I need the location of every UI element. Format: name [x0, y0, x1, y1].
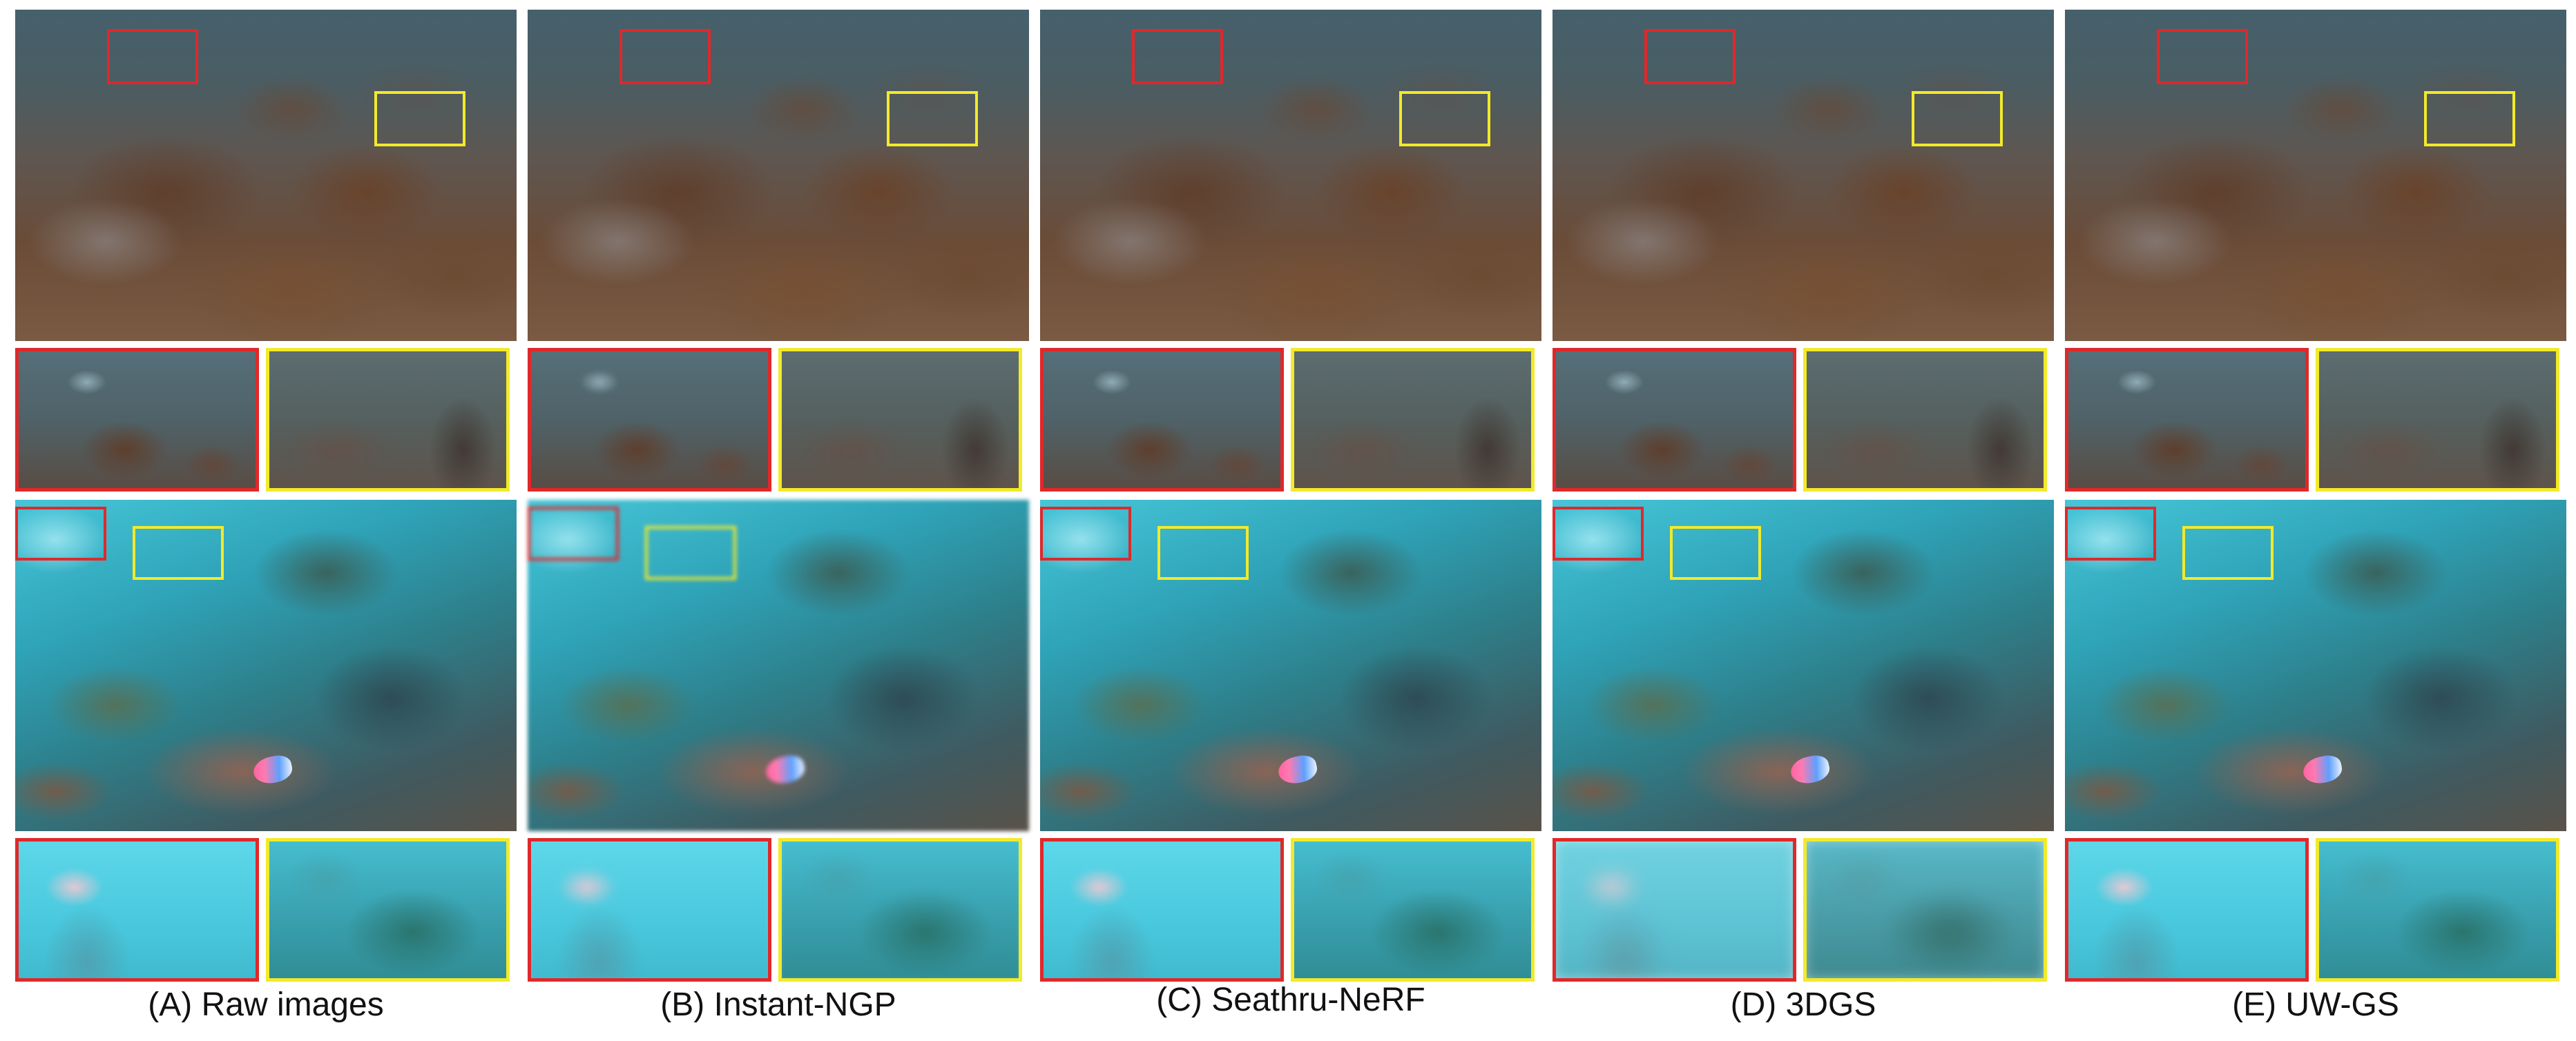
caption-seathru-nerf: (C) Seathru-NeRF — [1156, 982, 1425, 1018]
column-uw-gs — [2065, 10, 2566, 1041]
red-crop-box — [1040, 507, 1131, 561]
coral-red-zoom — [1553, 348, 1796, 492]
red-crop-box — [528, 507, 619, 561]
fish-shape — [2300, 752, 2345, 787]
red-crop-box — [2157, 29, 2248, 84]
reef-yellow-zoom — [266, 838, 510, 982]
column-raw-images — [15, 10, 517, 1041]
coral-yellow-zoom — [1803, 348, 2047, 492]
reef-scene-image — [1040, 500, 1541, 831]
caption-3dgs: (D) 3DGS — [1730, 986, 1876, 1023]
reef-yellow-zoom — [778, 838, 1022, 982]
yellow-crop-box — [1399, 91, 1490, 146]
column-instant-ngp — [528, 10, 1029, 1041]
reef-scene-image — [15, 500, 517, 831]
reef-yellow-zoom — [1291, 838, 1535, 982]
reef-scene-image — [528, 500, 1029, 831]
coral-red-zoom — [2065, 348, 2309, 492]
reef-red-zoom — [1040, 838, 1284, 982]
yellow-crop-box — [2424, 91, 2515, 146]
coral-red-zoom — [1040, 348, 1284, 492]
fish-shape — [1276, 752, 1320, 787]
coral-red-zoom — [15, 348, 259, 492]
reef-yellow-zoom — [2316, 838, 2559, 982]
yellow-crop-box — [2182, 526, 2274, 580]
yellow-crop-box — [645, 526, 736, 580]
column-3dgs — [1553, 10, 2054, 1041]
reef-scene-image — [2065, 500, 2566, 831]
red-crop-box — [619, 29, 711, 84]
red-crop-box — [107, 29, 198, 84]
fish-shape — [251, 752, 295, 787]
reef-scene-image — [1553, 500, 2054, 831]
column-seathru-nerf — [1040, 10, 1541, 1041]
reef-red-zoom — [15, 838, 259, 982]
red-crop-box — [2065, 507, 2156, 561]
coral-scene-image — [2065, 10, 2566, 341]
yellow-crop-box — [133, 526, 224, 580]
yellow-crop-box — [374, 91, 465, 146]
reef-red-zoom — [528, 838, 771, 982]
coral-yellow-zoom — [266, 348, 510, 492]
coral-scene-image — [528, 10, 1029, 341]
red-crop-box — [1644, 29, 1736, 84]
coral-yellow-zoom — [2316, 348, 2559, 492]
reef-red-zoom — [2065, 838, 2309, 982]
coral-scene-image — [1553, 10, 2054, 341]
yellow-crop-box — [887, 91, 978, 146]
coral-yellow-zoom — [1291, 348, 1535, 492]
red-crop-box — [15, 507, 106, 561]
reef-red-zoom — [1553, 838, 1796, 982]
caption-instant-ngp: (B) Instant-NGP — [660, 986, 896, 1023]
red-crop-box — [1553, 507, 1644, 561]
fish-shape — [1788, 752, 1832, 787]
red-crop-box — [1132, 29, 1223, 84]
yellow-crop-box — [1157, 526, 1249, 580]
yellow-crop-box — [1912, 91, 2003, 146]
fish-shape — [763, 752, 807, 787]
coral-scene-image — [1040, 10, 1541, 341]
caption-raw-images: (A) Raw images — [148, 986, 384, 1023]
coral-yellow-zoom — [778, 348, 1022, 492]
reef-yellow-zoom — [1803, 838, 2047, 982]
caption-uw-gs: (E) UW-GS — [2232, 986, 2399, 1023]
coral-red-zoom — [528, 348, 771, 492]
yellow-crop-box — [1670, 526, 1761, 580]
coral-scene-image — [15, 10, 517, 341]
